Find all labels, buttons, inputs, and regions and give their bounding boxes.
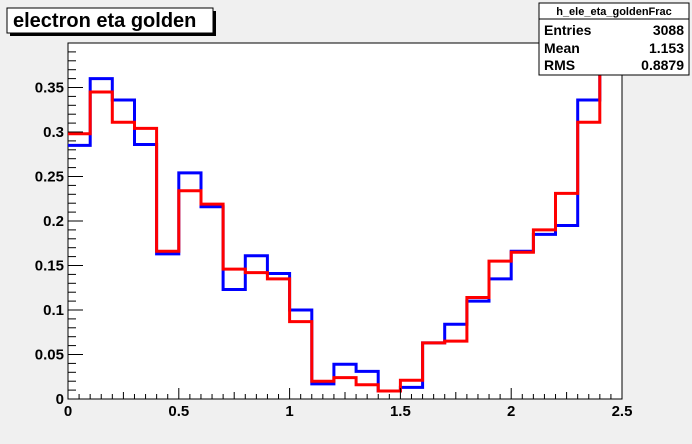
y-tick-label: 0.15 xyxy=(35,258,64,275)
x-tick-label: 1 xyxy=(285,403,293,420)
y-tick-label: 0.2 xyxy=(43,213,64,230)
x-tick-label: 1.5 xyxy=(390,403,411,420)
y-tick-label: 0.35 xyxy=(35,80,64,97)
x-tick-label: 2.5 xyxy=(612,403,633,420)
plot-frame xyxy=(67,42,623,400)
y-tick-label: 0.1 xyxy=(43,302,64,319)
title-box: electron eta golden xyxy=(6,7,216,36)
stats-box: h_ele_eta_goldenFrac Entries 3088 Mean 1… xyxy=(538,2,690,76)
y-tick-label: 0 xyxy=(56,391,64,408)
stats-rms-label: RMS xyxy=(544,57,575,73)
x-tick-label: 0.5 xyxy=(168,403,189,420)
stats-entries-label: Entries xyxy=(544,22,592,38)
y-tick-label: 0.05 xyxy=(35,347,64,364)
stats-entries-value: 3088 xyxy=(653,22,684,38)
y-axis: 0 0.05 0.1 0.15 0.2 0.25 0.3 0.35 xyxy=(35,42,83,408)
series-red-histogram xyxy=(68,56,622,393)
stats-rms-value: 0.8879 xyxy=(641,57,684,73)
chart-title: electron eta golden xyxy=(13,10,196,32)
stats-mean-label: Mean xyxy=(544,40,580,56)
y-tick-label: 0.3 xyxy=(43,124,64,141)
stats-box-title: h_ele_eta_goldenFrac xyxy=(556,6,672,18)
x-tick-label: 0 xyxy=(64,403,72,420)
x-tick-label: 2 xyxy=(507,403,515,420)
x-axis: 0 0.5 1 1.5 2 2.5 xyxy=(64,388,633,420)
stats-mean-value: 1.153 xyxy=(649,40,684,56)
y-tick-label: 0.25 xyxy=(35,169,64,186)
